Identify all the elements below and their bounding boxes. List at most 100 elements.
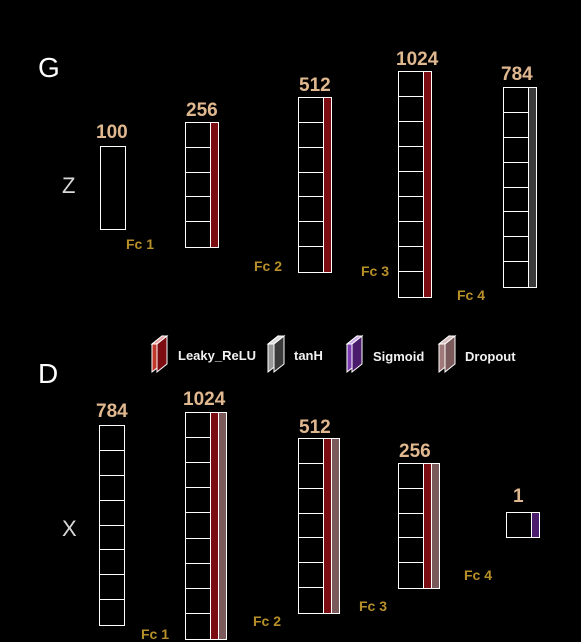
neuron-cell [399,147,423,172]
d-fc-3-label: Fc 3 [359,598,388,614]
g-layer-5-column [503,87,529,288]
neuron-cell [399,247,423,272]
neuron-cell [504,88,528,113]
neuron-cell [504,188,528,213]
neuron-cell [504,113,528,138]
neuron-cell [100,550,124,576]
g-fc-3-label: Fc 3 [361,263,390,279]
neuron-cell [399,197,423,222]
d-layer-5-column [506,512,532,538]
neuron-cell [299,98,323,123]
g-layer-2-size: 256 [186,100,218,121]
neuron-cell [299,538,323,564]
g-fc-1-label: Fc 1 [126,236,155,252]
d-layer-1-column [99,425,125,626]
dropout-swatch-icon [437,334,457,374]
legend-label-tanh: tanH [294,348,323,363]
d-layer-4-size: 256 [399,441,431,462]
g-fc-2-label: Fc 2 [254,258,283,274]
neuron-cell [299,173,323,198]
d-layer-1-size: 784 [96,401,128,422]
generator-title: G [38,52,60,83]
neuron-cell [299,514,323,539]
neuron-cell [299,123,323,148]
tanh-activation-strip [528,87,537,288]
legend-label-leaky-relu: Leaky_ReLU [178,348,257,363]
neuron-cell [399,514,423,539]
neuron-cell [186,438,210,464]
discriminator-title: D [38,358,59,389]
neuron-cell [504,237,528,263]
dropout-activation-strip [331,438,340,614]
neuron-cell [100,451,124,476]
neuron-cell [100,600,124,625]
neuron-cell [299,222,323,248]
neuron-cell [399,72,423,97]
neuron-cell [399,538,423,564]
g-layer-3-size: 512 [299,75,331,96]
g-layer-1-size: 100 [96,122,128,143]
neuron-cell [399,489,423,514]
d-layer-2-column [185,412,211,640]
neuron-cell [299,148,323,173]
neuron-cell [100,501,124,526]
discriminator-input-label: X [62,516,77,541]
neuron-cell [299,588,323,613]
neuron-cell [100,575,124,601]
neuron-cell [299,489,323,514]
d-layer-3-column [298,438,324,614]
sigmoid-swatch-icon [345,334,364,374]
g-layer-5-size: 784 [501,64,533,85]
neuron-cell [100,526,124,551]
neuron-cell [399,172,423,197]
neuron-cell [504,212,528,238]
neuron-cell [504,163,528,188]
legend-label-sigmoid: Sigmoid [373,349,425,364]
d-layer-2-size: 1024 [183,389,226,410]
neuron-cell [186,589,210,614]
g-layer-4-size: 1024 [396,49,439,70]
g-fc-4-label: Fc 4 [457,287,486,303]
neuron-cell [186,614,210,639]
d-layer-5-size: 1 [513,486,524,507]
neuron-cell [507,513,531,537]
d-fc-2-label: Fc 2 [253,613,282,629]
neuron-cell [186,488,210,514]
neuron-cell [186,564,210,589]
neuron-cell [186,197,210,223]
neuron-cell [186,148,210,173]
generator-input-label: Z [62,173,76,198]
dropout-activation-strip [218,412,227,640]
legend-label-dropout: Dropout [465,349,516,364]
neuron-cell [399,122,423,147]
neuron-cell [299,464,323,489]
d-layer-3-size: 512 [299,417,331,438]
g-layer-1-column [100,146,126,230]
neuron-cell [399,222,423,247]
d-layer-4-column [398,463,424,589]
neuron-cell [100,476,124,501]
neuron-cell [186,123,210,148]
sigmoid-activation-strip [531,512,540,538]
neuron-cell [299,563,323,589]
neuron-cell [186,539,210,564]
leaky-relu-swatch-icon [150,334,169,374]
neuron-cell [399,464,423,489]
leaky-relu-activation-strip [323,97,332,273]
leaky-relu-activation-strip [210,122,219,248]
neuron-cell [299,439,323,464]
neuron-cell [186,463,210,489]
d-fc-1-label: Fc 1 [141,626,170,642]
dropout-activation-strip [431,463,440,589]
neuron-cell [186,413,210,439]
neuron-cell [504,138,528,163]
neuron-cell [299,197,323,223]
g-layer-3-column [298,97,324,273]
neuron-cell [186,173,210,198]
d-fc-4-label: Fc 4 [464,567,493,583]
neuron-cell [399,97,423,122]
neuron-cell [399,563,423,588]
neuron-cell [186,513,210,539]
tanh-swatch-icon [266,334,286,374]
